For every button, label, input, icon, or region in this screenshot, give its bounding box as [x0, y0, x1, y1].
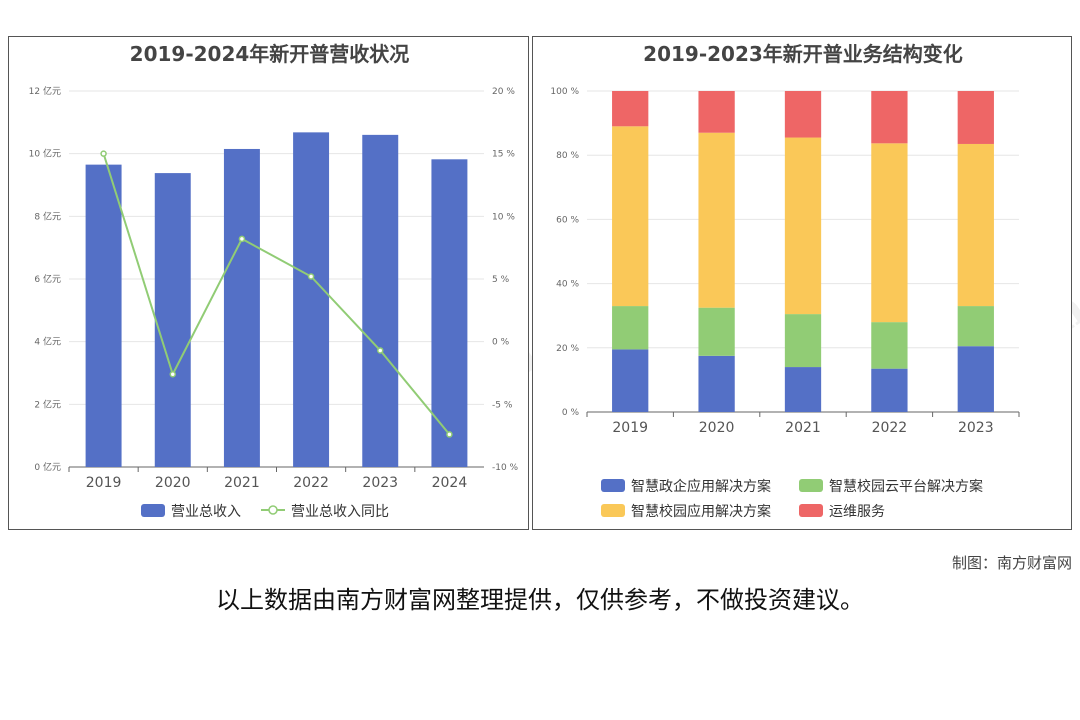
- bar-segment: [957, 91, 994, 144]
- point-revenue-yoy: [307, 273, 315, 280]
- legend-swatch: [799, 504, 823, 517]
- y-tick-label-right: 10 %: [492, 212, 515, 222]
- bar-revenue: [431, 159, 468, 467]
- business-structure-chart: 2019-2023年新开普业务结构变化 0 % 20 % 40 % 60 % 80 % 10…: [550, 42, 1020, 520]
- point-revenue-yoy: [100, 150, 107, 157]
- x-tick-label: 2020: [699, 420, 735, 436]
- bar-segment: [957, 306, 994, 347]
- point-revenue-yoy: [377, 347, 384, 354]
- y-tick-label-left: 8 亿元: [34, 210, 61, 222]
- chart-credit: 制图：南方财富网: [951, 554, 1072, 572]
- point-revenue-yoy: [238, 235, 246, 243]
- bar-segment: [698, 355, 735, 412]
- x-tick-label: 2021: [785, 420, 821, 436]
- revenue-chart: 2019-2024年新开普营收状况 0 亿元 -10 % 2 亿元 -5 % 4 亿元 0 …: [29, 42, 519, 520]
- bar-revenue: [223, 148, 260, 467]
- legend-label: 智慧校园云平台解决方案: [829, 478, 983, 495]
- bar-revenue: [293, 132, 330, 468]
- legend-label-yoy: 营业总收入同比: [291, 504, 389, 520]
- y-tick-label-left: 10 亿元: [29, 148, 61, 160]
- bar-segment: [871, 143, 908, 323]
- x-tick-label: 2020: [155, 475, 191, 491]
- y-tick-label: 80 %: [556, 151, 579, 161]
- y-tick-label-right: 15 %: [492, 150, 515, 160]
- bar-segment: [612, 126, 649, 307]
- x-tick-label: 2019: [612, 420, 648, 436]
- x-tick-label: 2023: [958, 420, 994, 436]
- bar-segment: [612, 349, 649, 412]
- chart-title: 2019-2023年新开普业务结构变化: [643, 42, 963, 66]
- bar-segment: [784, 314, 822, 368]
- bar-segment: [957, 346, 994, 412]
- legend-label-revenue: 营业总收入: [171, 504, 241, 520]
- y-tick-label-left: 6 亿元: [34, 273, 61, 285]
- disclaimer: 以上数据由南方财富网整理提供，仅供参考，不做投资建议。: [216, 586, 864, 614]
- bar-segment: [784, 91, 822, 138]
- bar-revenue: [362, 134, 399, 467]
- point-revenue-yoy: [169, 371, 176, 378]
- x-tick-label: 2019: [86, 475, 122, 491]
- legend-marker-yoy: [268, 505, 278, 515]
- x-tick-label: 2023: [362, 475, 398, 491]
- bar-revenue: [154, 173, 191, 468]
- y-tick-label: 100 %: [550, 87, 579, 97]
- bar-segment: [698, 307, 735, 356]
- bar-segment: [612, 91, 649, 127]
- legend-label: 运维服务: [829, 504, 885, 520]
- business-structure-chart-panel: 2019-2023年新开普业务结构变化 0 % 20 % 40 % 60 % 80 % 10…: [532, 36, 1072, 530]
- bar-segment: [784, 367, 822, 412]
- revenue-chart-panel: 2019-2024年新开普营收状况 0 亿元 -10 % 2 亿元 -5 % 4 亿元 0 …: [8, 36, 529, 530]
- x-tick-label: 2024: [432, 475, 468, 491]
- y-tick-label: 60 %: [556, 215, 579, 225]
- y-tick-label: 0 %: [562, 408, 580, 418]
- legend-label: 智慧政企应用解决方案: [631, 478, 771, 495]
- bar-segment: [698, 132, 735, 308]
- y-tick-label-right: 20 %: [492, 87, 515, 97]
- x-tick-label: 2022: [293, 475, 329, 491]
- bar-segment: [871, 368, 908, 412]
- legend-swatch: [799, 479, 823, 492]
- chart-title: 2019-2024年新开普营收状况: [130, 42, 410, 66]
- point-revenue-yoy: [446, 431, 453, 438]
- legend-swatch: [601, 504, 625, 517]
- bar-segment: [612, 306, 649, 350]
- y-tick-label-left: 4 亿元: [34, 336, 61, 348]
- x-tick-label: 2021: [224, 475, 260, 491]
- x-tick-label: 2022: [872, 420, 908, 436]
- bar-segment: [871, 322, 908, 369]
- y-tick-label-right: -10 %: [492, 463, 519, 473]
- line-revenue-yoy: [102, 153, 451, 436]
- bar-revenue: [85, 164, 122, 467]
- y-tick-label-left: 12 亿元: [29, 85, 61, 97]
- y-tick-label-right: 0 %: [492, 338, 510, 348]
- y-tick-label-right: -5 %: [492, 400, 513, 410]
- bar-segment: [698, 91, 735, 133]
- legend-swatch: [601, 479, 625, 492]
- y-tick-label: 40 %: [556, 280, 579, 290]
- legend-swatch-revenue: [141, 504, 165, 517]
- y-tick-label: 20 %: [556, 344, 579, 354]
- bar-segment: [784, 137, 822, 315]
- bar-segment: [957, 143, 994, 307]
- y-tick-label-left: 2 亿元: [34, 398, 61, 410]
- y-tick-label-right: 5 %: [492, 275, 510, 285]
- legend-label: 智慧校园应用解决方案: [631, 503, 771, 520]
- y-tick-label-left: 0 亿元: [34, 461, 61, 473]
- bar-segment: [871, 91, 908, 144]
